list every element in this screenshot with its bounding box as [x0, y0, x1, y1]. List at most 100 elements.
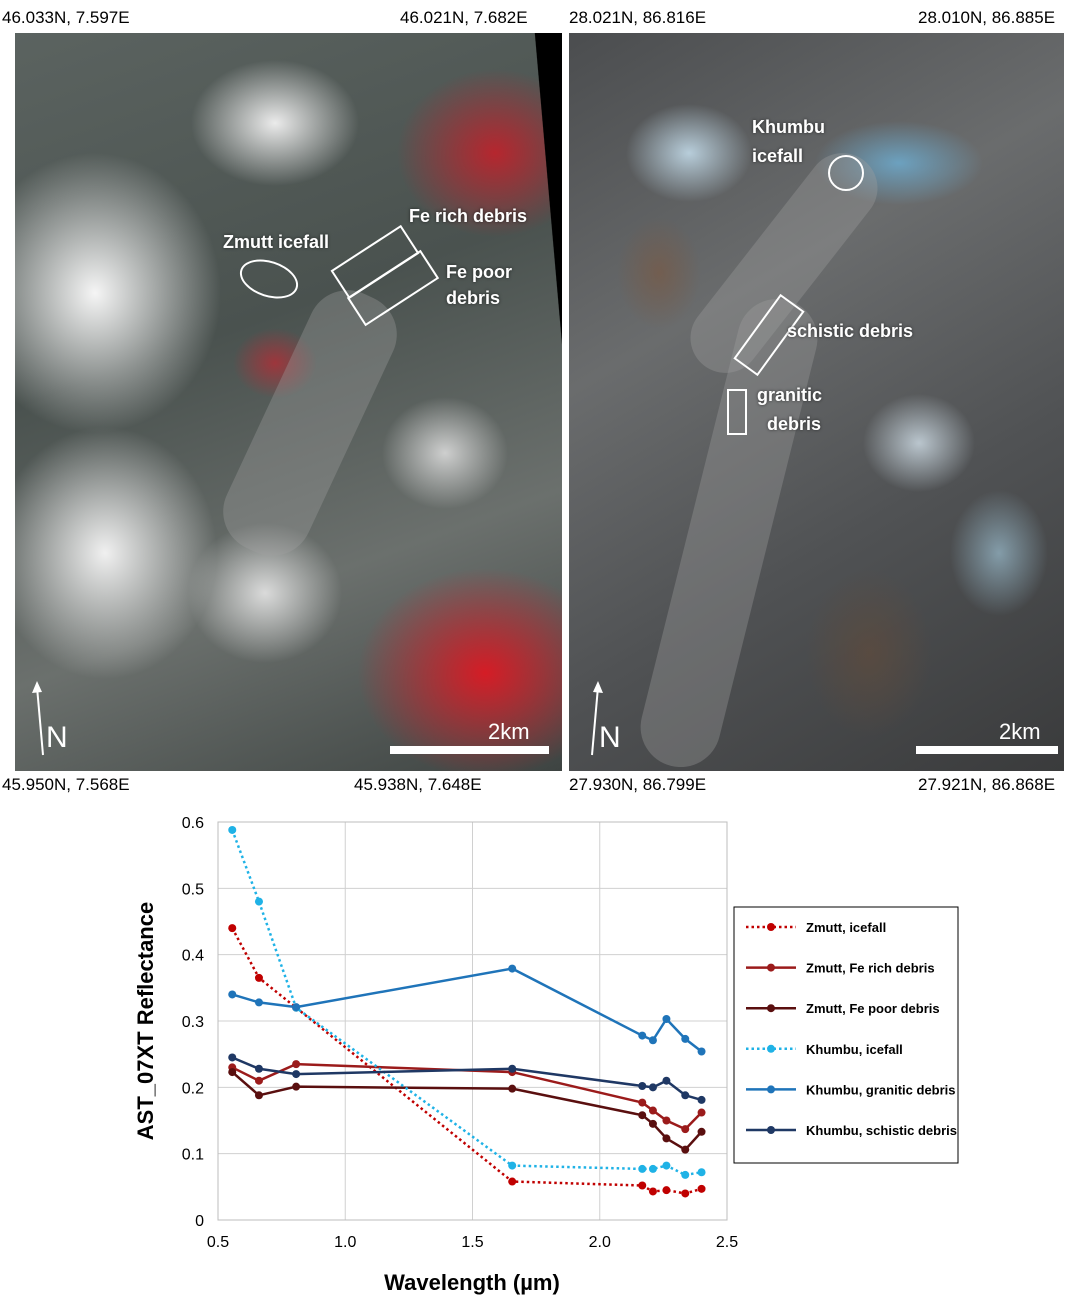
series-point — [254, 897, 263, 906]
x-tick-label: 2.5 — [716, 1234, 738, 1251]
zmutt-corner-top-right: 46.021N, 7.682E — [400, 8, 528, 27]
series-point — [638, 1181, 647, 1190]
series-point — [662, 1076, 671, 1085]
legend-label: Zmutt, icefall — [806, 920, 886, 935]
series-line — [231, 967, 703, 1053]
series-point — [697, 1127, 706, 1136]
khumbu-satellite-image: Khumbu icefall schistic debris granitic … — [569, 33, 1064, 771]
series-point — [681, 1170, 690, 1179]
series-point — [681, 1091, 690, 1100]
north-arrow-icon — [591, 681, 603, 756]
khumbu-corner-bottom-left: 27.930N, 86.799E — [569, 775, 707, 794]
y-tick-label: 0 — [195, 1213, 204, 1230]
y-tick-label: 0.2 — [182, 1080, 204, 1097]
series-point — [292, 1082, 301, 1091]
series-point — [662, 1015, 671, 1024]
khumbu-scale-bar — [916, 746, 1058, 754]
zmutt-corner-bottom-right: 45.938N, 7.648E — [354, 775, 482, 794]
series-point — [681, 1189, 690, 1198]
series-point — [254, 1064, 263, 1073]
series-point — [648, 1106, 657, 1115]
series-point — [228, 924, 237, 933]
khumbu-icefall-label-line1: Khumbu — [752, 117, 825, 137]
series-point — [662, 1116, 671, 1125]
x-tick-labels: 0.5 1.0 1.5 2.0 2.5 — [207, 1234, 738, 1251]
chart-legend: Zmutt, icefall Zmutt, Fe rich debris Zmutt… — [746, 920, 957, 1138]
zmutt-scale-bar — [390, 746, 549, 754]
schistic-debris-label: schistic debris — [787, 321, 914, 341]
series-point — [292, 1070, 301, 1079]
series-point — [638, 1098, 647, 1107]
legend-label: Zmutt, Fe poor debris — [806, 1001, 940, 1016]
series-point — [638, 1082, 647, 1091]
y-tick-label: 0.6 — [182, 815, 204, 832]
khumbu-corner-top-left: 28.021N, 86.816E — [569, 8, 707, 27]
legend-marker — [767, 1126, 775, 1134]
chart-series — [228, 825, 706, 1198]
series-point — [638, 1164, 647, 1173]
series-point — [508, 1161, 517, 1170]
series-point — [292, 1060, 301, 1069]
x-axis-title: Wavelength (µm) — [384, 1270, 560, 1295]
legend-box — [733, 906, 959, 1164]
legend-label: Khumbu, icefall — [806, 1042, 903, 1057]
series-point — [681, 1145, 690, 1154]
series-point — [662, 1186, 671, 1195]
zmutt-scale-label: 2km — [488, 719, 530, 744]
zmutt-icefall-label: Zmutt icefall — [223, 232, 330, 252]
zmutt-corner-top-left: 46.033N, 7.597E — [2, 8, 130, 27]
x-tick-label: 1.0 — [334, 1234, 356, 1251]
series-point — [681, 1125, 690, 1134]
series-point — [697, 1047, 706, 1056]
y-tick-label: 0.4 — [182, 948, 204, 965]
fe-poor-debris-label-line1: Fe poor — [446, 262, 512, 282]
series-point — [648, 1164, 657, 1173]
series-point — [638, 1031, 647, 1040]
legend-label: Zmutt, Fe rich debris — [806, 961, 935, 976]
reflectance-chart: 0 0.1 0.2 0.3 0.4 0.5 0.6 0.5 1.0 1.5 2.0 2.5 Wave… — [133, 815, 959, 1295]
legend-marker — [767, 1044, 775, 1053]
series-point — [254, 998, 263, 1007]
series-point — [508, 1084, 517, 1093]
legend-marker — [767, 963, 775, 972]
series-point — [697, 1168, 706, 1177]
khumbu-icefall-label-line2: icefall — [752, 146, 804, 166]
y-tick-label: 0.5 — [182, 881, 204, 898]
khumbu-corner-bottom-right: 27.921N, 86.868E — [918, 775, 1056, 794]
series-point — [662, 1161, 671, 1170]
series-point — [228, 1053, 237, 1062]
legend-marker — [767, 1085, 775, 1094]
x-tick-label: 0.5 — [207, 1234, 229, 1251]
series-point — [638, 1111, 647, 1120]
legend-marker — [767, 1004, 775, 1013]
khumbu-north-label: N — [599, 721, 621, 754]
series-point — [508, 964, 517, 973]
legend-label: Khumbu, granitic debris — [806, 1082, 956, 1097]
y-axis-title: AST_07XT Reflectance — [133, 902, 158, 1140]
plot-area — [217, 821, 728, 1221]
series-point — [228, 1068, 237, 1077]
series-point — [508, 1064, 517, 1073]
series-point — [662, 1134, 671, 1143]
fe-poor-debris-label-line2: debris — [446, 288, 501, 308]
y-tick-label: 0.1 — [182, 1147, 204, 1164]
x-tick-label: 2.0 — [589, 1234, 611, 1251]
series-line — [231, 829, 702, 1177]
granitic-debris-label-line2: debris — [767, 414, 822, 434]
series-point — [228, 825, 237, 834]
series-point — [254, 1091, 263, 1100]
granitic-debris-label-line1: granitic — [757, 385, 823, 405]
y-tick-label: 0.3 — [182, 1014, 204, 1031]
khumbu-scale-label: 2km — [999, 719, 1041, 744]
zmutt-corner-bottom-left: 45.950N, 7.568E — [2, 775, 130, 794]
fe-rich-debris-label: Fe rich debris — [409, 206, 528, 226]
series-point — [697, 1108, 706, 1117]
series-point — [228, 990, 237, 999]
series-point — [508, 1177, 517, 1186]
zmutt-north-label: N — [46, 721, 68, 754]
khumbu-icefall-roi — [828, 155, 864, 191]
legend-label: Khumbu, schistic debris — [806, 1123, 957, 1138]
series-point — [697, 1095, 706, 1104]
x-tick-label: 1.5 — [461, 1234, 483, 1251]
series-point — [254, 973, 263, 982]
